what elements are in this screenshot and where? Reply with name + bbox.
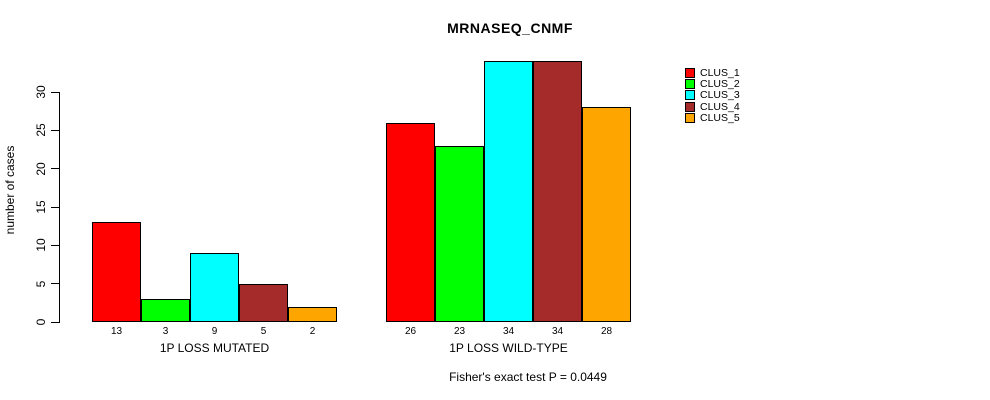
y-tick [51,321,59,323]
legend-swatch [685,67,695,78]
legend-label: CLUS_1 [700,66,740,79]
bar-value-label: 28 [600,326,613,337]
legend-item: CLUS_3 [685,87,740,105]
y-tick-label: 10 [34,238,48,253]
bar [533,61,582,322]
y-tick-label: 20 [34,161,48,176]
bar [190,253,239,322]
legend-label: CLUS_4 [700,100,740,113]
bar-value-label: 5 [260,326,267,337]
bar [435,145,484,322]
y-tick-label: 25 [34,123,48,138]
y-tick [51,283,59,285]
bar [484,61,533,322]
y-tick [51,129,59,131]
y-tick [51,206,59,208]
legend-swatch [685,101,695,112]
y-tick-label: 5 [34,280,48,287]
legend-item: CLUS_2 [685,75,740,93]
y-axis-label: number of cases [3,145,17,235]
bar-value-label: 23 [453,326,466,337]
y-tick-label: 0 [34,318,48,326]
legend-swatch [685,113,695,124]
group-label: 1P LOSS WILD-TYPE [449,341,568,355]
legend-swatch [685,79,695,90]
bar [92,222,141,322]
legend-item: CLUS_4 [685,98,740,116]
y-tick-label: 15 [34,200,48,214]
legend-label: CLUS_5 [700,112,740,125]
y-tick [51,244,59,246]
chart-title: MRNASEQ_CNMF [447,20,573,36]
bar-value-label: 2 [309,326,316,337]
y-axis-line [59,92,60,323]
legend-label: CLUS_2 [700,78,740,91]
bar-value-label: 9 [211,326,218,337]
bar-value-label: 34 [551,326,564,337]
bar [386,122,435,322]
bar-value-label: 3 [162,326,169,337]
bar [288,306,337,322]
y-tick [51,91,59,93]
bar-value-label: 34 [502,326,515,337]
y-tick [51,168,59,170]
y-tick-label: 30 [34,85,48,99]
legend-item: CLUS_5 [685,109,740,127]
footer-annotation: Fisher's exact test P = 0.0449 [449,370,607,384]
legend-item: CLUS_1 [685,64,740,82]
bar-value-label: 13 [110,326,123,337]
group-label: 1P LOSS MUTATED [159,341,270,355]
bar [582,107,631,322]
legend-swatch [685,90,695,101]
bar-value-label: 26 [404,326,417,337]
legend-label: CLUS_3 [700,89,740,102]
bar [239,283,288,322]
bar [141,299,190,322]
